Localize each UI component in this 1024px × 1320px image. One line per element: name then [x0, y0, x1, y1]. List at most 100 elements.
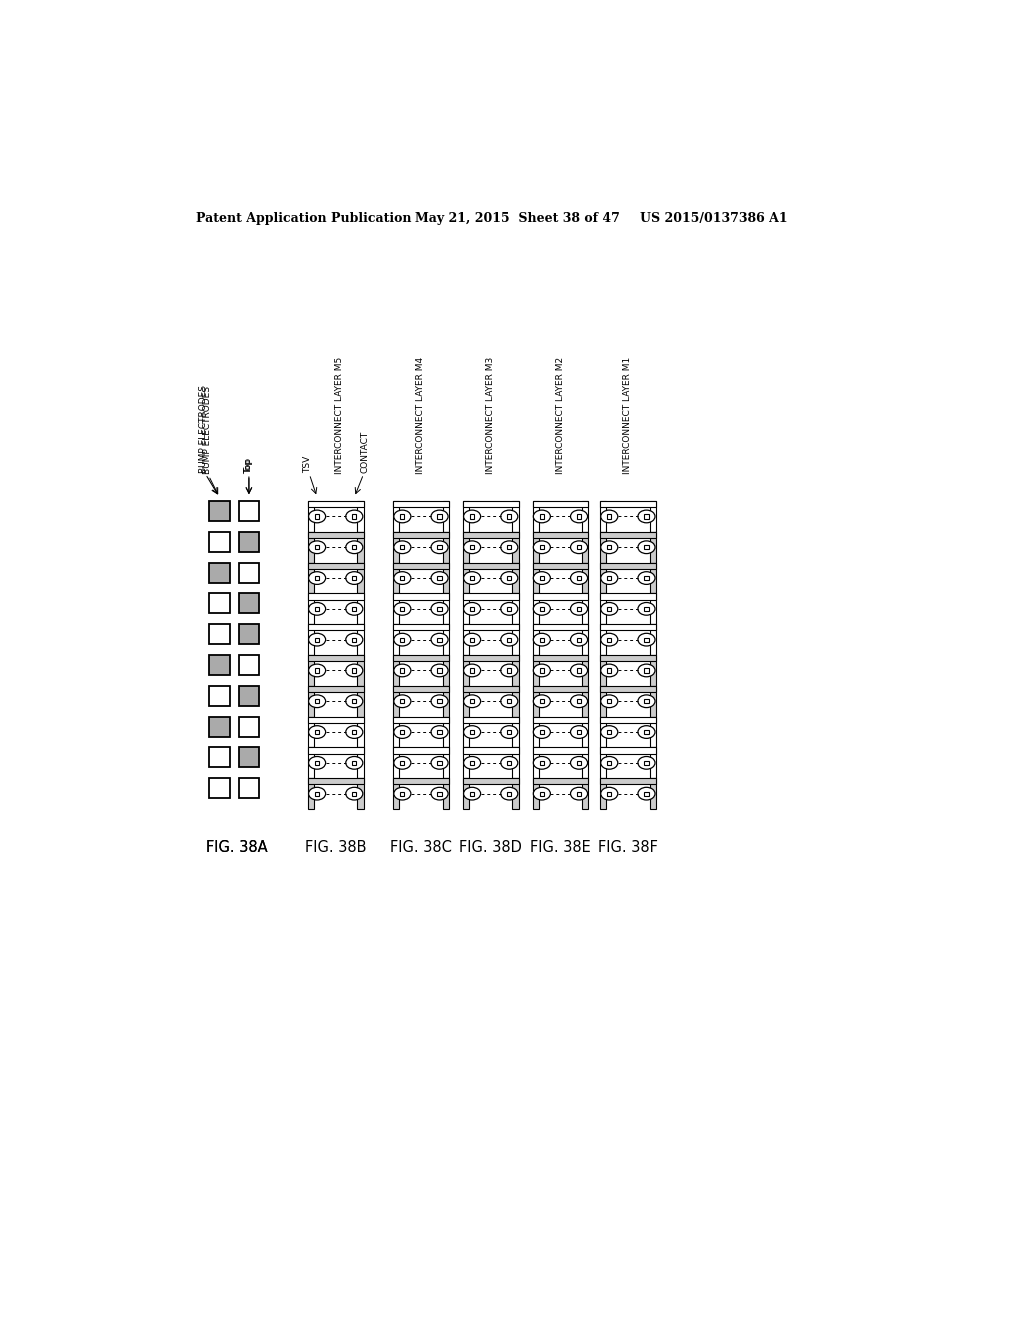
Bar: [600, 686, 606, 717]
Ellipse shape: [501, 572, 518, 585]
Bar: [532, 624, 539, 655]
Bar: [600, 655, 655, 661]
Bar: [352, 792, 356, 796]
Ellipse shape: [431, 756, 449, 770]
Ellipse shape: [638, 541, 655, 553]
Bar: [209, 686, 229, 706]
Bar: [532, 594, 589, 599]
Text: FIG. 38D: FIG. 38D: [459, 840, 522, 855]
Ellipse shape: [308, 634, 326, 645]
Bar: [512, 562, 518, 594]
Ellipse shape: [394, 541, 411, 553]
Bar: [577, 792, 582, 796]
Bar: [209, 655, 229, 675]
Bar: [607, 792, 611, 796]
Ellipse shape: [431, 602, 449, 615]
Ellipse shape: [501, 510, 518, 523]
Ellipse shape: [570, 572, 588, 585]
Ellipse shape: [534, 602, 550, 615]
Bar: [315, 792, 319, 796]
Bar: [507, 730, 511, 734]
Ellipse shape: [570, 541, 588, 553]
Bar: [649, 532, 655, 562]
Bar: [644, 638, 648, 642]
Ellipse shape: [601, 510, 617, 523]
Bar: [239, 532, 259, 552]
Bar: [607, 760, 611, 766]
Bar: [507, 638, 511, 642]
Ellipse shape: [464, 694, 480, 708]
Bar: [540, 515, 544, 519]
Bar: [209, 594, 229, 614]
Bar: [532, 532, 589, 539]
Bar: [463, 502, 518, 507]
Bar: [532, 779, 589, 784]
Bar: [400, 730, 404, 734]
Bar: [393, 717, 399, 747]
Bar: [357, 655, 364, 686]
Bar: [357, 562, 364, 594]
Bar: [532, 717, 539, 747]
Bar: [442, 747, 449, 779]
Bar: [607, 545, 611, 549]
Ellipse shape: [534, 510, 550, 523]
Ellipse shape: [464, 787, 480, 800]
Bar: [352, 545, 356, 549]
Ellipse shape: [534, 787, 550, 800]
Bar: [352, 515, 356, 519]
Ellipse shape: [534, 694, 550, 708]
Ellipse shape: [601, 726, 617, 738]
Bar: [393, 686, 399, 717]
Bar: [315, 576, 319, 581]
Ellipse shape: [464, 664, 480, 677]
Text: INTERCONNECT LAYER M1: INTERCONNECT LAYER M1: [624, 356, 633, 474]
Bar: [577, 515, 582, 519]
Bar: [393, 686, 449, 692]
Bar: [600, 686, 655, 692]
Bar: [400, 668, 404, 673]
Bar: [463, 779, 469, 809]
Bar: [209, 717, 229, 737]
Bar: [577, 700, 582, 704]
Ellipse shape: [346, 602, 362, 615]
Ellipse shape: [308, 726, 326, 738]
Ellipse shape: [464, 541, 480, 553]
Ellipse shape: [346, 572, 362, 585]
Text: FIG. 38F: FIG. 38F: [598, 840, 657, 855]
Bar: [644, 760, 648, 766]
Bar: [357, 502, 364, 532]
Bar: [649, 655, 655, 686]
Text: BUMP ELECTRODES: BUMP ELECTRODES: [200, 384, 209, 473]
Bar: [607, 638, 611, 642]
Ellipse shape: [501, 726, 518, 738]
Bar: [352, 700, 356, 704]
Ellipse shape: [431, 541, 449, 553]
Bar: [532, 532, 539, 562]
Bar: [463, 747, 518, 754]
Ellipse shape: [464, 634, 480, 645]
Bar: [357, 532, 364, 562]
Bar: [540, 576, 544, 581]
Text: FIG. 38B: FIG. 38B: [305, 840, 367, 855]
Bar: [400, 760, 404, 766]
Bar: [437, 515, 441, 519]
Ellipse shape: [601, 572, 617, 585]
Bar: [463, 562, 518, 569]
Bar: [393, 779, 449, 784]
Bar: [393, 655, 399, 686]
Bar: [209, 502, 229, 521]
Ellipse shape: [570, 787, 588, 800]
Bar: [308, 562, 314, 594]
Ellipse shape: [638, 602, 655, 615]
Bar: [600, 747, 655, 754]
Ellipse shape: [431, 634, 449, 645]
Bar: [393, 624, 399, 655]
Bar: [357, 717, 364, 747]
Ellipse shape: [464, 602, 480, 615]
Bar: [600, 562, 606, 594]
Bar: [239, 594, 259, 614]
Bar: [649, 624, 655, 655]
Bar: [607, 576, 611, 581]
Bar: [507, 760, 511, 766]
Bar: [463, 624, 518, 631]
